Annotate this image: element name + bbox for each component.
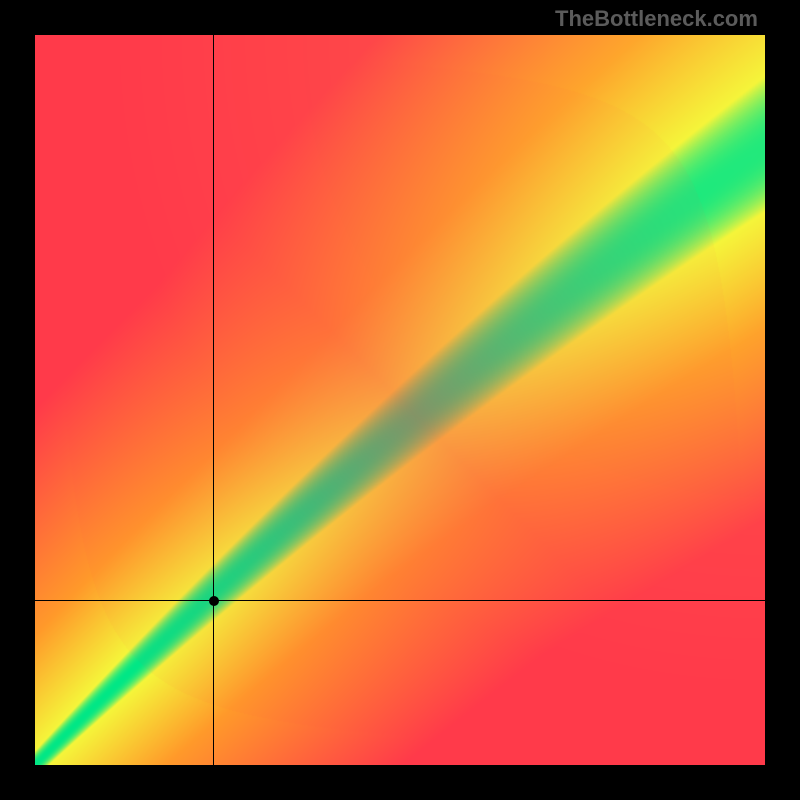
crosshair-vertical [213,35,214,765]
crosshair-marker [209,596,219,606]
watermark-text: TheBottleneck.com [555,6,758,32]
crosshair-horizontal [35,600,765,601]
bottleneck-heatmap [35,35,765,765]
